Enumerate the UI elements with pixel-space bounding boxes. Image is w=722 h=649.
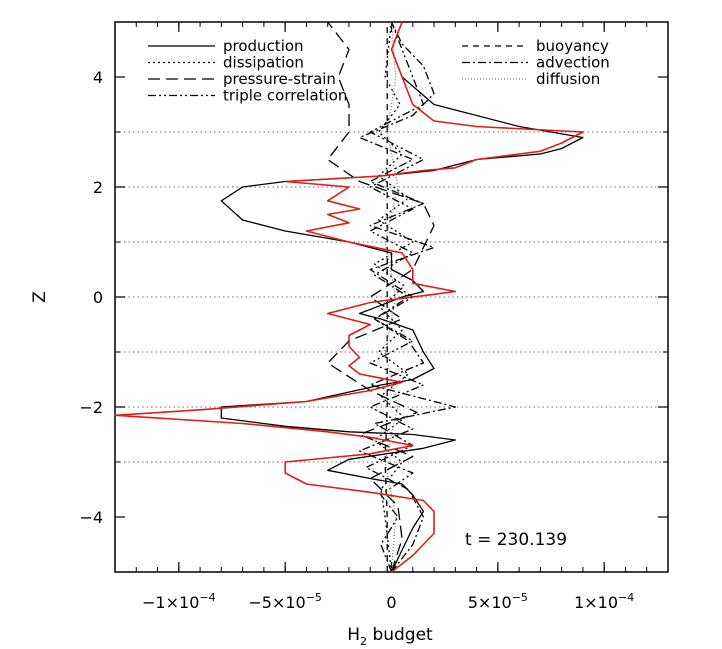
x-tick-label: 1×10−4 bbox=[574, 591, 634, 612]
x-axis-title: H2 budget bbox=[347, 625, 433, 648]
series-line-buoyancy bbox=[384, 22, 388, 572]
series-line-pressure-strain bbox=[327, 21, 435, 573]
y-tick-label: 4 bbox=[93, 68, 103, 87]
y-axis-title: Z bbox=[30, 291, 50, 303]
legend-label-buoyancy: buoyancy bbox=[536, 37, 609, 55]
legend-label-advection: advection bbox=[536, 54, 610, 72]
legend-label-diffusion: diffusion bbox=[536, 70, 600, 88]
legend-label-triple-correlation: triple correlation bbox=[223, 87, 347, 105]
series-line-triple-correlation bbox=[358, 21, 425, 573]
x-tick-label: 0 bbox=[386, 593, 396, 612]
x-tick-label: −5×10−5 bbox=[248, 591, 322, 612]
y-tick-label: −4 bbox=[79, 508, 103, 527]
plot-frame bbox=[114, 21, 669, 573]
y-tick-label: 0 bbox=[93, 288, 103, 307]
plot-area bbox=[114, 21, 584, 573]
time-annotation: t = 230.139 bbox=[465, 530, 567, 550]
series-line-red-profile bbox=[114, 21, 584, 573]
y-tick-label: −2 bbox=[79, 398, 103, 417]
legend-label-production: production bbox=[223, 37, 304, 55]
x-axis-ticks: −1×10−4 −5×10−5 0 5×10−5 1×10−4 bbox=[114, 22, 669, 612]
y-tick-label: 2 bbox=[93, 178, 103, 197]
x-tick-label: −1×10−4 bbox=[142, 591, 216, 612]
legend: productiondissipationpressure-straintrip… bbox=[148, 37, 610, 105]
reference-lines bbox=[115, 131, 668, 463]
y-axis-ticks: −4 −2 0 2 4 bbox=[79, 21, 668, 573]
x-tick-label: 5×10−5 bbox=[468, 591, 528, 612]
series-line-production bbox=[220, 21, 584, 573]
legend-label-pressure-strain: pressure-strain bbox=[223, 70, 336, 88]
legend-label-dissipation: dissipation bbox=[223, 54, 304, 72]
